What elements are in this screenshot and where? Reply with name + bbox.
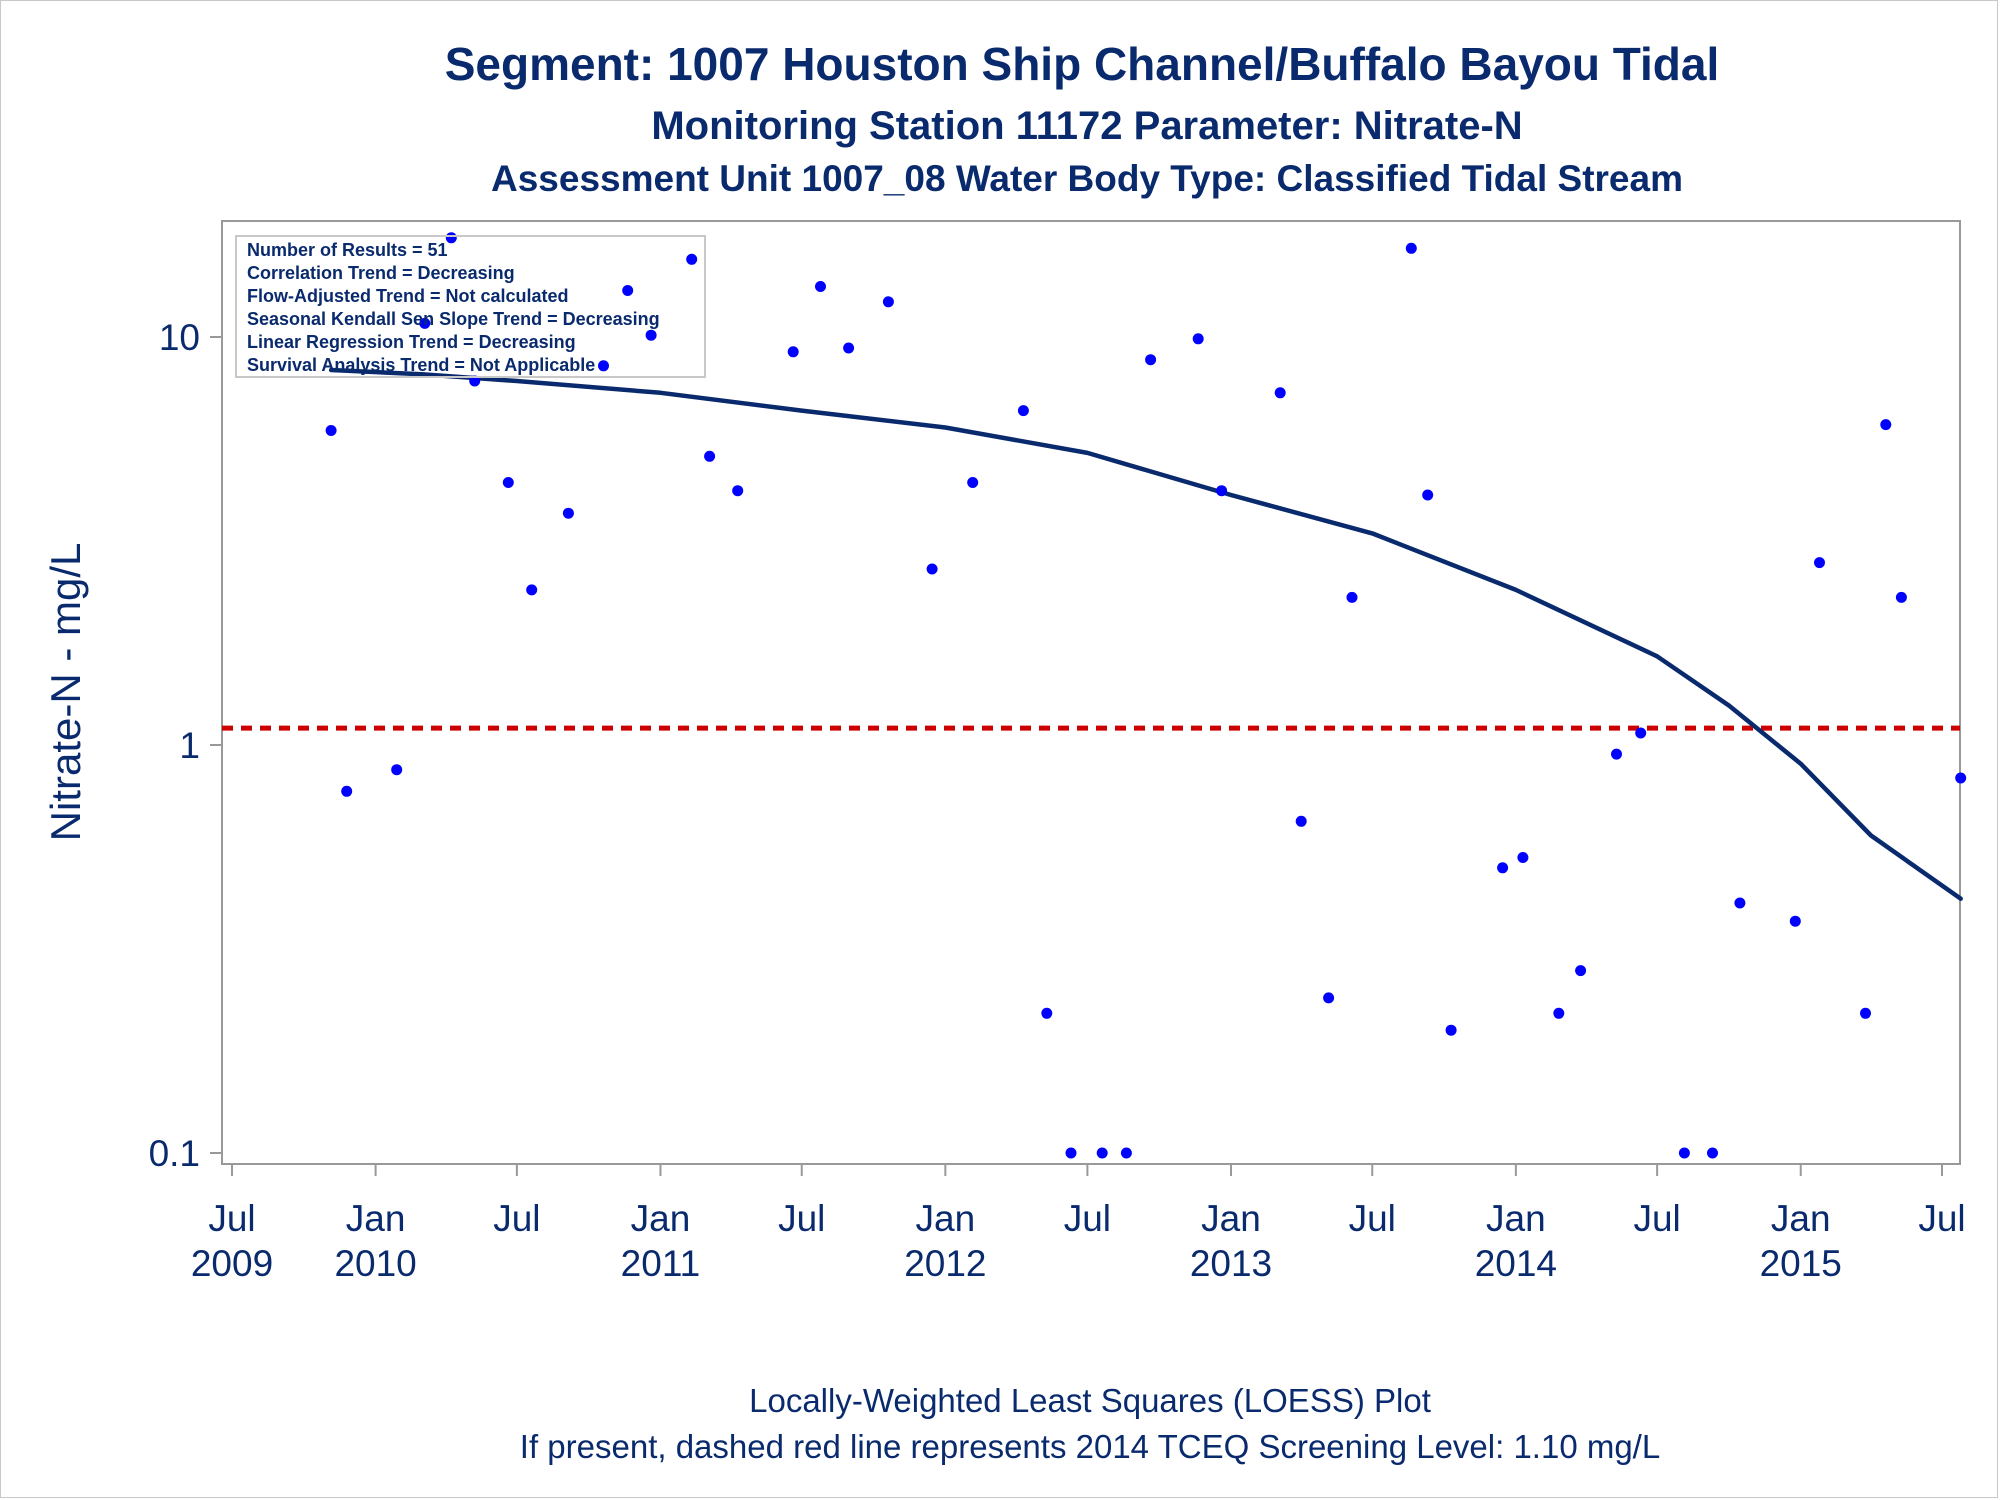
x-tick-label-month: Jan — [631, 1198, 691, 1239]
data-point — [1575, 965, 1587, 977]
data-point — [1734, 897, 1746, 909]
data-point — [1445, 1024, 1457, 1036]
data-point — [1553, 1007, 1565, 1019]
data-point — [926, 563, 938, 575]
data-point — [732, 485, 744, 497]
data-point — [1120, 1147, 1132, 1159]
data-point — [843, 342, 855, 354]
x-tick-label-month: Jan — [1486, 1198, 1546, 1239]
data-point — [1405, 242, 1417, 254]
data-point — [1814, 557, 1825, 569]
x-tick-label-year: 2013 — [1190, 1243, 1272, 1284]
data-point — [1041, 1007, 1053, 1019]
data-point — [1065, 1147, 1077, 1159]
chart-subtitle-assessment: Assessment Unit 1007_08 Water Body Type:… — [491, 158, 1683, 199]
y-tick-label: 0.1 — [149, 1133, 200, 1174]
data-point — [1635, 727, 1647, 739]
x-tick-label-year: 2014 — [1475, 1243, 1557, 1284]
data-point — [391, 764, 403, 776]
y-tick-label: 1 — [179, 725, 200, 766]
data-point — [967, 477, 979, 488]
data-point — [1880, 419, 1892, 431]
data-point — [1678, 1147, 1690, 1159]
data-point — [598, 360, 609, 372]
data-point — [1955, 772, 1967, 784]
x-tick-label-month: Jul — [1064, 1198, 1111, 1239]
stats-linear-regression-trend: Linear Regression Trend = Decreasing — [247, 332, 576, 352]
data-point — [882, 296, 894, 308]
y-tick-label: 10 — [159, 317, 200, 358]
chart-subtitle-station: Monitoring Station 11172 Parameter: Nitr… — [651, 104, 1522, 148]
data-point — [502, 477, 514, 488]
x-tick-label-month: Jul — [1349, 1198, 1396, 1239]
data-point — [1295, 815, 1307, 827]
stats-seasonal-kendall-trend: Seasonal Kendall Sen Slope Trend = Decre… — [247, 309, 660, 329]
x-tick-label-month: Jan — [1771, 1198, 1831, 1239]
data-point — [1895, 591, 1907, 603]
x-tick-label-month: Jan — [1201, 1198, 1261, 1239]
data-point — [325, 425, 337, 436]
x-tick-label-month: Jan — [346, 1198, 406, 1239]
data-point — [562, 507, 574, 519]
data-point — [1497, 862, 1509, 874]
stats-survival-analysis-trend: Survival Analysis Trend = Not Applicable — [247, 355, 595, 375]
x-tick-label-month: Jul — [778, 1198, 825, 1239]
data-point — [419, 317, 431, 329]
data-point — [1789, 915, 1801, 927]
data-point — [645, 329, 657, 341]
x-tick-label-month: Jul — [208, 1198, 255, 1239]
data-point — [1274, 387, 1286, 399]
data-point — [1517, 852, 1529, 863]
data-point — [704, 450, 716, 462]
data-point — [1192, 333, 1204, 345]
data-point — [622, 285, 634, 296]
data-point — [1860, 1007, 1871, 1019]
x-tick-label-month: Jul — [1633, 1198, 1680, 1239]
stats-correlation-trend: Correlation Trend = Decreasing — [247, 263, 515, 283]
stats-box-frame — [235, 235, 706, 378]
x-tick-label-month: Jul — [493, 1198, 540, 1239]
data-point — [469, 375, 481, 387]
x-tick-label-month: Jan — [916, 1198, 976, 1239]
stats-box: Number of Results = 51 Correlation Trend… — [235, 235, 706, 378]
data-point — [1216, 485, 1228, 497]
data-point — [1096, 1147, 1108, 1159]
footnote-loess: Locally-Weighted Least Squares (LOESS) P… — [749, 1382, 1431, 1419]
data-point — [1323, 992, 1335, 1004]
data-points — [325, 232, 1967, 1159]
stats-flow-adjusted-trend: Flow-Adjusted Trend = Not calculated — [247, 286, 569, 306]
data-point — [686, 253, 698, 265]
data-point — [815, 281, 826, 292]
loess-curve-group — [328, 367, 1963, 901]
data-point — [1422, 489, 1434, 501]
data-point — [1346, 591, 1358, 603]
stats-number-of-results: Number of Results = 51 — [247, 240, 448, 260]
footnote-screening-level: If present, dashed red line represents 2… — [520, 1428, 1660, 1465]
data-point — [526, 584, 538, 596]
x-tick-label-year: 2009 — [191, 1243, 273, 1284]
data-point — [1707, 1147, 1718, 1159]
data-point — [1017, 405, 1029, 417]
data-point — [787, 346, 799, 358]
x-tick-label-year: 2012 — [904, 1243, 986, 1284]
data-point — [1145, 354, 1157, 366]
x-tick-label-year: 2015 — [1760, 1243, 1842, 1284]
data-point — [1611, 748, 1622, 760]
x-tick-label-year: 2010 — [334, 1243, 416, 1284]
chart-title: Segment: 1007 Houston Ship Channel/Buffa… — [445, 38, 1720, 90]
x-tick-label-year: 2011 — [621, 1243, 701, 1284]
x-tick-label-month: Jul — [1918, 1198, 1965, 1239]
data-point — [341, 785, 353, 797]
loess-curve — [328, 367, 1963, 901]
y-axis-label: Nitrate-N - mg/L — [42, 543, 89, 842]
